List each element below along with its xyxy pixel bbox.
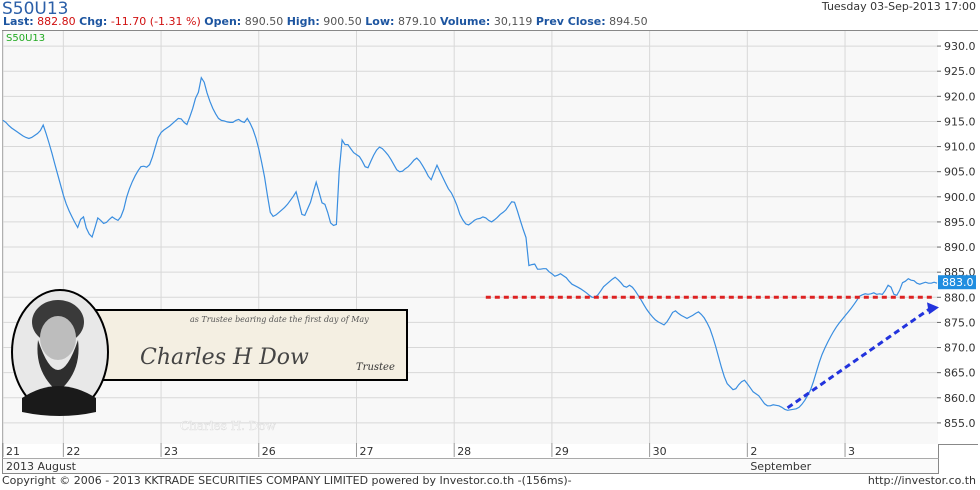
grid-lines	[2, 31, 941, 457]
y-tick-label: 915.0	[944, 115, 976, 128]
last-label: Last:	[3, 15, 34, 28]
series-group	[2, 76, 938, 411]
x-tick-label: 22	[66, 445, 80, 458]
y-tick-label: 890.0	[944, 241, 976, 254]
x-tick-label: 30	[653, 445, 667, 458]
y-tick-label: 895.0	[944, 216, 976, 229]
open-label: Open:	[204, 15, 242, 28]
high-label: High:	[286, 15, 320, 28]
y-tick-label: 855.0	[944, 417, 976, 430]
y-tick-label: 860.0	[944, 392, 976, 405]
x-tick-label: 29	[555, 445, 569, 458]
watermark-text: Charles H. Dow	[180, 419, 277, 433]
y-tick-label: 925.0	[944, 65, 976, 78]
trustee-text: Trustee	[356, 362, 395, 373]
y-tick-label: 875.0	[944, 316, 976, 329]
y-tick-label: 865.0	[944, 367, 976, 380]
y-tick-label: 930.0	[944, 40, 976, 53]
volume-value: 30,119	[493, 15, 533, 28]
y-tick-label: 905.0	[944, 166, 976, 179]
x-tick-label: 27	[359, 445, 373, 458]
y-tick-label: 900.0	[944, 191, 976, 204]
last-value: 882.80	[37, 15, 76, 28]
y-tick-label: 920.0	[944, 90, 976, 103]
y-tick-label: 880.0	[944, 291, 976, 304]
copyright-text: Copyright © 2006 - 2013 KKTRADE SECURITI…	[2, 474, 572, 487]
month-label: 2013 August	[6, 460, 77, 473]
chg-value: -11.70 (-1.31 %)	[110, 15, 201, 28]
x-tick-label: 2	[750, 445, 757, 458]
x-tick-label: 3	[848, 445, 855, 458]
trend-arrowhead	[927, 302, 939, 315]
x-tick-label: 26	[262, 445, 276, 458]
low-value: 879.10	[397, 15, 437, 28]
volume-label: Volume:	[439, 15, 491, 28]
last-price-label: 883.0	[942, 276, 974, 289]
x-tick-label: 23	[164, 445, 178, 458]
month-label: September	[750, 460, 811, 473]
symbol-title: S50U13	[2, 0, 69, 19]
signature-text: Charles H Dow	[140, 345, 309, 370]
trend-line	[786, 308, 930, 410]
x-tick-label: 21	[6, 445, 20, 458]
prev-close-value: 894.50	[609, 15, 648, 28]
series-legend: S50U13	[6, 33, 46, 44]
signature-script-text: as Trustee bearing date the first day of…	[190, 315, 369, 324]
y-tick-label: 870.0	[944, 342, 976, 355]
datetime-label: Tuesday 03-Sep-2013 17:00	[821, 0, 976, 13]
portrait-coat	[22, 386, 96, 416]
last-price-tag	[938, 275, 976, 290]
chg-label: Chg:	[79, 15, 108, 28]
trend-overlays: 883.0	[485, 275, 976, 410]
portrait-face	[40, 316, 76, 360]
x-tick-labels: 21 22 23 26 27 28 29 30 2 3	[6, 445, 855, 458]
price-line	[2, 76, 938, 411]
portrait-beard	[37, 340, 79, 392]
month-labels: 2013 August September	[6, 460, 812, 473]
footer-link[interactable]: http://investor.co.th	[867, 474, 976, 487]
portrait-inset: as Trustee bearing date the first day of…	[11, 289, 408, 433]
y-tick-labels: 855.0860.0865.0870.0875.0880.0885.0890.0…	[944, 40, 976, 430]
prev-close-label: Prev Close:	[535, 15, 606, 28]
open-value: 890.50	[244, 15, 284, 28]
x-tick-label: 28	[457, 445, 471, 458]
quote-info-bar: Last: 882.80 Chg: -11.70 (-1.31 %) Open:…	[3, 15, 648, 28]
high-value: 900.50	[323, 15, 362, 28]
low-label: Low:	[365, 15, 395, 28]
price-axis	[938, 30, 978, 445]
y-tick-label: 910.0	[944, 141, 976, 154]
month-axis	[2, 458, 939, 474]
